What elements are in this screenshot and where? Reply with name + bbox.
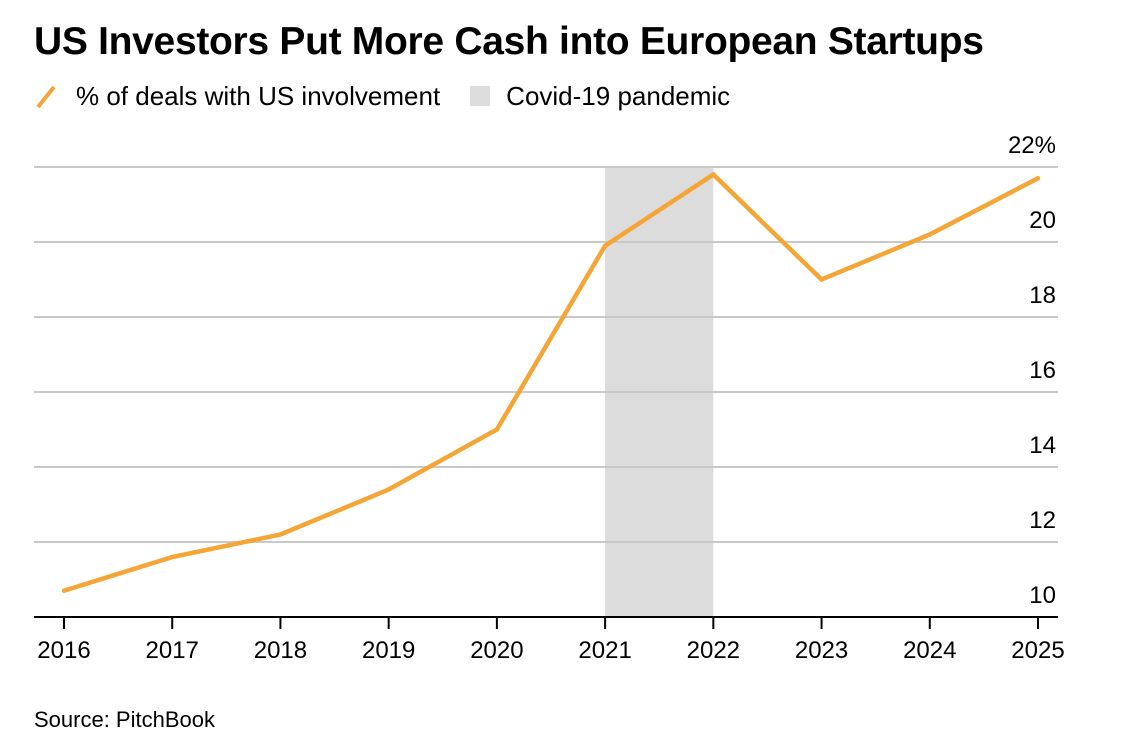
line-chart: 10 12 14 16 18 20 22% 2016 2017 2018 2019 2020 2021… xyxy=(34,132,1065,664)
legend-shade-icon xyxy=(470,86,491,106)
x-tick-label: 2022 xyxy=(687,637,740,664)
legend: % of deals with US involvement Covid-19 … xyxy=(34,80,760,112)
x-tick-label: 2016 xyxy=(37,637,90,664)
x-tick-label: 2020 xyxy=(470,637,523,664)
source-note: Source: PitchBook xyxy=(34,707,215,732)
x-tick-label: 2021 xyxy=(578,637,631,664)
x-tick-label: 2023 xyxy=(795,637,848,664)
series-line xyxy=(63,171,1040,593)
y-tick-label: 22% xyxy=(1008,132,1056,159)
x-tick-label: 2019 xyxy=(362,637,415,664)
data-point xyxy=(711,172,716,177)
y-tick-label: 14 xyxy=(1029,432,1056,459)
chart-title: US Investors Put More Cash into European… xyxy=(34,20,984,63)
x-tick-label: 2024 xyxy=(903,637,956,664)
y-tick-label: 20 xyxy=(1029,207,1056,234)
legend-item-series: % of deals with US involvement xyxy=(34,81,440,112)
x-tick-label: 2025 xyxy=(1011,637,1064,664)
data-point xyxy=(819,277,824,282)
data-point xyxy=(61,588,67,593)
y-tick-label: 10 xyxy=(1029,582,1056,609)
legend-series-label: % of deals with US involvement xyxy=(76,80,441,111)
data-point xyxy=(386,487,391,492)
data-point xyxy=(278,532,283,537)
data-point xyxy=(602,243,608,248)
y-tick-label: 16 xyxy=(1029,357,1056,384)
legend-line-icon xyxy=(36,85,56,109)
data-point xyxy=(170,554,175,560)
legend-item-shade: Covid-19 pandemic xyxy=(470,81,730,112)
x-tick-label: 2017 xyxy=(146,637,199,664)
y-tick-label: 18 xyxy=(1029,282,1056,309)
y-tick-label: 12 xyxy=(1029,507,1056,534)
x-tick-label: 2018 xyxy=(254,637,307,664)
legend-shade-label: Covid-19 pandemic xyxy=(506,80,731,111)
data-point xyxy=(927,232,932,237)
data-point xyxy=(1035,176,1041,181)
data-point xyxy=(494,427,500,432)
